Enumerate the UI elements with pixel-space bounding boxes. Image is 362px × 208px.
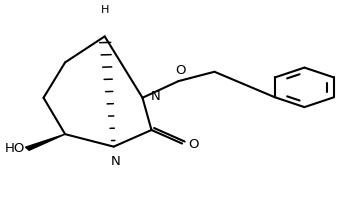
Text: HO: HO xyxy=(5,142,26,155)
Text: N: N xyxy=(111,155,121,168)
Polygon shape xyxy=(26,134,65,150)
Text: O: O xyxy=(175,64,185,77)
Text: H: H xyxy=(101,5,109,15)
Text: O: O xyxy=(189,138,199,151)
Text: N: N xyxy=(150,90,160,103)
